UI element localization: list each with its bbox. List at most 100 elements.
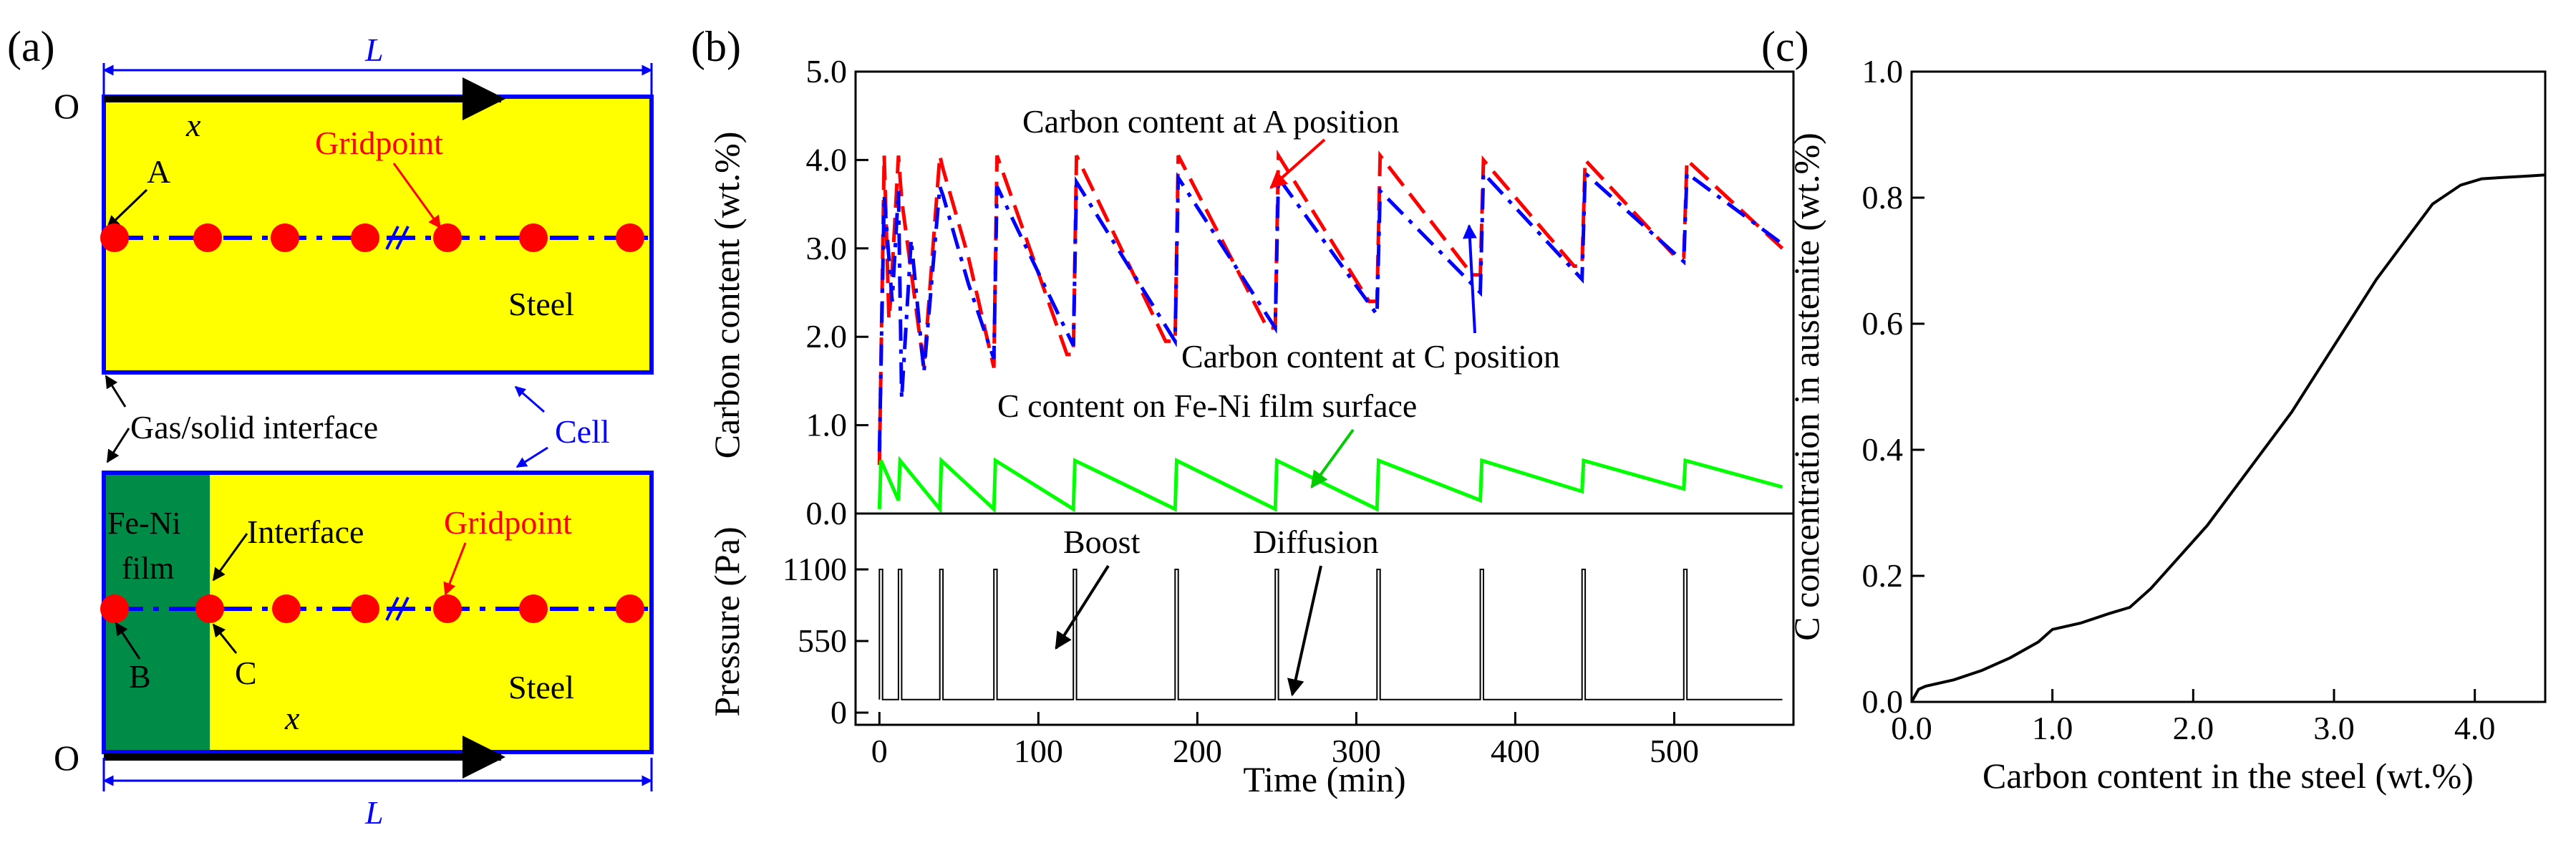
top-gridpoint <box>193 223 222 252</box>
cell-pointer-top <box>514 385 545 413</box>
time-x-tick-label: 100 <box>1014 733 1063 769</box>
time-x-tick-label: 500 <box>1650 733 1699 769</box>
film-label-line2: film <box>122 551 174 586</box>
film-label-line1: Fe-Ni <box>107 506 181 541</box>
carbon-content-plot: Carbon content (wt.%) 0.0 1.0 2.0 3.0 4.0 5.0… <box>707 53 1795 531</box>
top-gridpoint <box>433 223 462 252</box>
bottom-interface-pointer <box>212 533 248 582</box>
pressure-y-axis-title: Pressure (Pa) <box>707 526 747 716</box>
bottom-length-label: L <box>364 794 384 831</box>
austenite-y-tick-label: 0.2 <box>1862 557 1904 594</box>
top-gridpoints <box>100 223 644 252</box>
pressure-y-tick-label: 1100 <box>783 551 847 587</box>
label-series-film: C content on Fe-Ni film surface <box>997 387 1417 424</box>
austenite-x-tick-label: 2.0 <box>2173 710 2214 746</box>
label-boost-pointer <box>1055 564 1110 650</box>
panel-c-chart: (c) C concentration in austenite (wt.%) … <box>1761 23 2547 796</box>
austenite-x-tick-label: 0.0 <box>1891 710 1932 746</box>
interface-pointer-bottom <box>106 428 130 463</box>
label-boost: Boost <box>1063 524 1141 560</box>
interface-note: Gas/solid interface <box>130 409 378 445</box>
austenite-y-tick-label: 0.8 <box>1862 179 1904 216</box>
bottom-gridpoint <box>519 594 548 623</box>
austenite-y-tick-label: 1.0 <box>1862 53 1904 90</box>
time-x-tick-label: 300 <box>1332 733 1381 769</box>
carbon-y-axis-title: Carbon content (wt.%) <box>707 132 747 459</box>
austenite-x-ticks: 0.0 1.0 2.0 3.0 4.0 <box>1891 689 2495 746</box>
pressure-y-tick-label: 0 <box>831 694 847 731</box>
label-series-c-pointer <box>1462 224 1477 334</box>
carbon-y-tick-label: 3.0 <box>806 230 848 266</box>
bottom-gridpoint <box>100 594 129 623</box>
top-gridpoint-pointer <box>392 163 442 229</box>
series-c-line <box>877 168 1783 452</box>
bottom-gridpoint <box>195 594 224 623</box>
top-length-label: L <box>364 32 384 68</box>
bottom-gridpoint <box>433 594 462 623</box>
austenite-x-tick-label: 1.0 <box>2032 710 2073 746</box>
bottom-steel-label: Steel <box>508 669 574 705</box>
label-series-c: Carbon content at C position <box>1181 338 1560 375</box>
top-gridpoint <box>271 223 299 252</box>
bottom-gridpoint-pointer <box>443 542 467 596</box>
point-c-pointer <box>212 623 238 654</box>
austenite-plot-frame <box>1910 70 2547 703</box>
austenite-x-axis-title: Carbon content in the steel (wt.%) <box>1982 756 2474 796</box>
point-b-label: B <box>129 658 151 695</box>
pressure-plot-frame <box>854 512 1795 726</box>
cell-label: Cell <box>555 413 610 450</box>
panel-a-schematic: (a) L O x A Gridpoint Steel <box>7 23 654 831</box>
carbon-y-tick-label: 0.0 <box>806 495 848 531</box>
carbon-y-tick-label: 2.0 <box>806 318 848 355</box>
cell-pointer-bottom <box>515 446 548 468</box>
point-b-pointer <box>115 622 141 660</box>
panel-b-label: (b) <box>691 23 741 70</box>
top-gridpoint <box>519 223 548 252</box>
series-film-line <box>877 456 1783 514</box>
panel-c-label: (c) <box>1761 23 1809 70</box>
austenite-series-line <box>1910 173 2546 703</box>
bottom-x-label: x <box>284 700 300 736</box>
label-series-a: Carbon content at A position <box>1022 103 1399 140</box>
austenite-y-tick-label: 0.0 <box>1862 683 1904 720</box>
bottom-gridpoint <box>616 594 644 623</box>
austenite-y-tick-label: 0.4 <box>1862 431 1904 468</box>
time-x-axis-title: Time (min) <box>1243 759 1405 799</box>
carbon-y-tick-label: 4.0 <box>806 141 848 178</box>
top-gridpoint <box>351 223 379 252</box>
time-x-tick-label: 0 <box>871 733 888 769</box>
top-gridpoint <box>100 223 129 252</box>
label-series-a-pointer <box>1269 138 1326 189</box>
pressure-series-line <box>878 569 1783 700</box>
bottom-interface-label: Interface <box>247 514 364 550</box>
carbon-series <box>877 149 1784 514</box>
top-gridpoint-label: Gridpoint <box>315 125 443 161</box>
pressure-y-ticks: 0 550 1100 <box>783 551 868 731</box>
austenite-y-tick-label: 0.6 <box>1862 305 1904 342</box>
bottom-gridpoint-label: Gridpoint <box>444 504 572 541</box>
bottom-origin-label: O <box>54 738 79 778</box>
label-diffusion: Diffusion <box>1253 524 1379 560</box>
label-diffusion-pointer <box>1287 565 1322 697</box>
carbon-y-tick-label: 1.0 <box>806 407 848 443</box>
panel-b-chart: (b) Carbon content (wt.%) 0.0 1.0 2.0 3.0 4.… <box>691 23 1795 799</box>
austenite-x-tick-label: 4.0 <box>2454 710 2496 746</box>
pressure-y-tick-label: 550 <box>798 622 847 659</box>
interface-pointer-top <box>105 375 127 408</box>
bottom-gridpoint <box>272 594 301 623</box>
time-x-tick-label: 400 <box>1491 733 1540 769</box>
top-gridpoint <box>616 223 644 252</box>
carbon-y-tick-label: 5.0 <box>806 53 848 90</box>
bottom-gridpoints <box>100 594 644 623</box>
top-point-a-pointer <box>106 188 148 229</box>
carbon-y-ticks: 0.0 1.0 2.0 3.0 4.0 5.0 <box>806 53 868 531</box>
series-a-line <box>877 149 1784 466</box>
label-series-film-pointer <box>1310 428 1355 488</box>
austenite-y-ticks: 0.0 0.2 0.4 0.6 0.8 1.0 <box>1862 53 1924 720</box>
austenite-x-tick-label: 3.0 <box>2313 710 2355 746</box>
top-point-a-label: A <box>147 153 170 190</box>
point-c-label: C <box>235 655 257 691</box>
panel-a-label: (a) <box>7 23 55 70</box>
